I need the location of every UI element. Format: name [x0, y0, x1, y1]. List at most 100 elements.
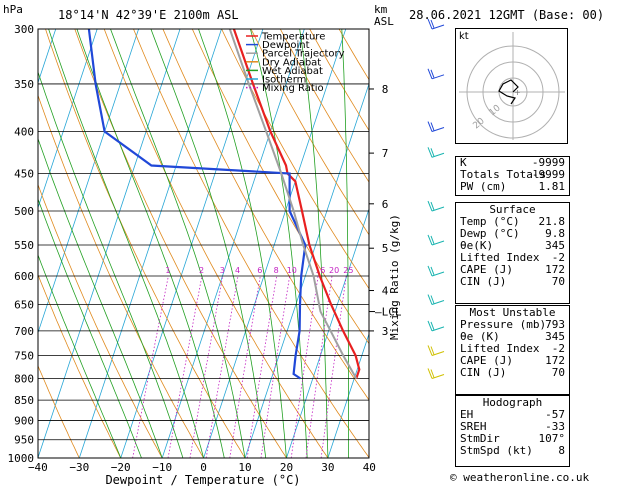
- km-tick-label: 5: [382, 242, 389, 255]
- km-tick-label: 8: [382, 83, 389, 96]
- copyright: © weatheronline.co.uk: [450, 471, 590, 484]
- pressure-tick-label: 950: [14, 434, 34, 447]
- isotherm-line: [327, 332, 369, 458]
- mixing-ratio-line: [290, 275, 319, 458]
- wet-adiabat-line: [368, 450, 369, 458]
- mixing-ratio-label: 8: [274, 266, 279, 275]
- km-tick-label: 6: [382, 198, 389, 211]
- temp-tick-label: −20: [111, 461, 131, 474]
- index-row: Totals Totals -9999: [460, 168, 565, 181]
- legend-entry: Wet Adiabat: [262, 66, 323, 77]
- mixing-ratio-line: [320, 275, 347, 458]
- wind-barb: [427, 200, 445, 212]
- isotherm-line: [203, 29, 347, 458]
- temp-tick-label: 40: [363, 461, 376, 474]
- wind-barb: [427, 147, 445, 158]
- temp-tick-label: 20: [280, 461, 293, 474]
- wet-adiabat-line: [48, 29, 204, 458]
- lcl-label: –LCL: [375, 306, 402, 319]
- isotherm-line: [38, 29, 139, 334]
- temp-tick-label: −30: [69, 461, 89, 474]
- mixing-ratio-line: [167, 275, 203, 458]
- legend-entry: Isotherm: [262, 75, 306, 86]
- temp-tick-label: −40: [28, 461, 48, 474]
- isotherm-line: [161, 29, 305, 458]
- wind-barb-layer: [427, 18, 445, 379]
- pressure-tick-label: 650: [14, 299, 34, 312]
- legend-entry: Parcel Trajectory: [262, 49, 345, 60]
- legend-entry: Mixing Ratio: [262, 83, 324, 94]
- mixing-ratio-label: 1: [165, 266, 170, 275]
- isotherm-line: [38, 29, 181, 458]
- index-row: K -9999: [460, 156, 565, 169]
- wind-barb: [427, 265, 445, 277]
- hodograph: kt 20 10 +: [455, 28, 568, 144]
- pressure-tick-label: 300: [14, 23, 34, 36]
- km-tick-label: 7: [382, 147, 389, 160]
- temp-tick-label: 10: [238, 461, 251, 474]
- dry-adiabat-line: [38, 364, 80, 458]
- pressure-tick-label: 850: [14, 394, 34, 407]
- legend-entry: Dewpoint: [262, 40, 310, 51]
- km-tick-label: 4: [382, 285, 389, 298]
- wind-barb: [427, 234, 445, 246]
- wind-barb: [427, 121, 445, 132]
- pressure-unit-label: hPa: [3, 3, 23, 16]
- svg-text:+: +: [514, 88, 521, 97]
- index-row: PW (cm) 1.81: [460, 180, 565, 193]
- isotherm-line: [0, 29, 14, 458]
- pressure-tick-label: 900: [14, 414, 34, 427]
- plot-frame: [37, 28, 370, 459]
- mixing-ratio-axis-label: Mixing Ratio (g/kg): [388, 214, 401, 340]
- wind-barb: [427, 368, 445, 379]
- mixing-ratio-label: 6: [257, 266, 262, 275]
- series-layer: [87, 29, 361, 380]
- legend-entry: Dry Adiabat: [262, 57, 321, 68]
- dry-adiabat-line: [603, 29, 629, 458]
- mixing-ratio-label: 2: [199, 266, 204, 275]
- temp-tick-label: 30: [321, 461, 334, 474]
- hodograph-params-panel: Hodograph EH -57 SREH -33 StmDir 107° StmSp…: [455, 395, 570, 467]
- wind-barb: [427, 18, 445, 30]
- mixing-ratio-label: 20: [329, 266, 339, 275]
- series-dewpoint: [87, 29, 307, 380]
- temp-tick-label: 0: [200, 461, 207, 474]
- dry-adiabat-line: [574, 29, 629, 458]
- pressure-tick-label: 400: [14, 126, 34, 139]
- dry-adiabat-line: [221, 29, 369, 290]
- mixing-ratio-line: [205, 275, 239, 458]
- pressure-tick-label: 550: [14, 239, 34, 252]
- mixing-ratio-label: 3: [220, 266, 225, 275]
- dry-adiabat-line: [74, 29, 287, 458]
- hodograph-params-title: Hodograph: [482, 396, 543, 409]
- dry-adiabat-line: [250, 29, 369, 236]
- asl-unit-label: ASL: [374, 15, 394, 28]
- hodo-trace: [498, 79, 519, 105]
- wind-barb: [427, 68, 445, 80]
- isotherm-line: [244, 82, 369, 458]
- wind-barb: [427, 294, 445, 305]
- mixing-ratio-line: [305, 275, 333, 458]
- location-title: 18°14'N 42°39'E 2100m ASL: [58, 8, 239, 22]
- pressure-tick-label: 1000: [8, 452, 35, 465]
- indices-panel: K -9999 Totals Totals -9999 PW (cm) 1.81: [455, 156, 570, 196]
- isotherm-line: [120, 29, 264, 458]
- km-tick-label: 3: [382, 325, 389, 338]
- legend-entry: Temperature: [261, 32, 325, 43]
- pressure-tick-label: 600: [14, 270, 34, 283]
- mixing-ratio-line: [260, 275, 291, 458]
- isotherm-line: [286, 207, 369, 458]
- series-parcel-trajectory: [228, 29, 358, 379]
- pressure-tick-label: 750: [14, 349, 34, 362]
- temp-tick-label: −10: [152, 461, 172, 474]
- surface-panel: Surface Temp (°C) 21.8 Dewp (°C) 9.8 θe(K)…: [455, 202, 570, 304]
- datetime-title: 28.06.2021 12GMT (Base: 00): [409, 8, 605, 22]
- most-unstable-title: Most Unstable: [469, 306, 556, 319]
- axis-layer: 3003504004505005506006507007508008509009…: [8, 23, 402, 486]
- surface-title: Surface: [489, 203, 536, 216]
- mixing-ratio-layer: 1 2 3 4 6 8 10 16 20 25: [132, 266, 353, 458]
- mixing-ratio-line: [229, 275, 261, 458]
- pressure-tick-label: 700: [14, 325, 34, 338]
